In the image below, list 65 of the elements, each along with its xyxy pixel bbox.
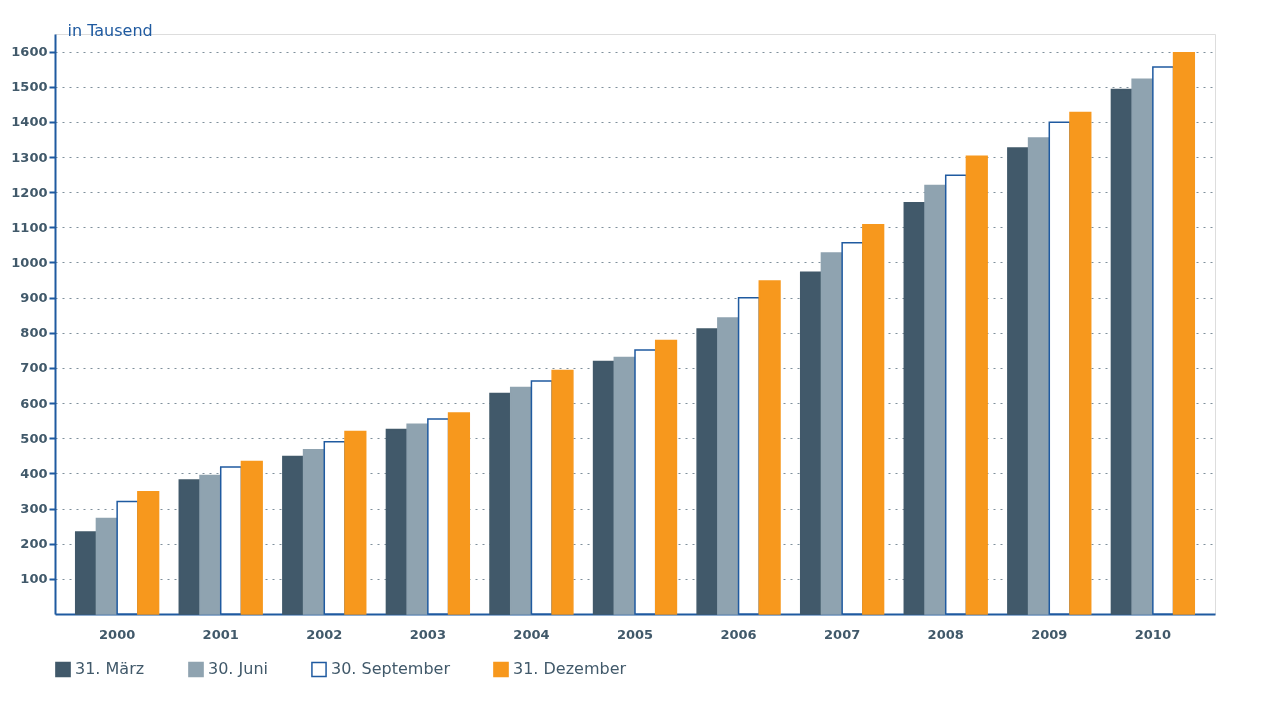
y-tick-label: 800	[20, 325, 48, 341]
bar	[965, 155, 988, 615]
bar	[406, 423, 429, 615]
x-tick-label: 2006	[720, 626, 757, 642]
bar	[592, 360, 616, 615]
bar	[1007, 147, 1030, 615]
y-tick-label: 1500	[11, 79, 48, 95]
bar	[820, 252, 843, 615]
legend-label: 30. September	[331, 659, 451, 679]
bar	[137, 490, 160, 615]
legend-label: 31. Dezember	[513, 659, 627, 679]
bar	[903, 201, 926, 615]
x-tick-label: 2002	[306, 626, 343, 642]
bar	[509, 386, 533, 615]
y-tick-label: 500	[20, 430, 48, 446]
bar	[95, 517, 118, 615]
x-tick-label: 2008	[927, 626, 964, 642]
bar	[199, 474, 222, 615]
bar	[1131, 78, 1154, 615]
bar	[551, 369, 574, 615]
bar	[696, 328, 719, 615]
x-tick-label: 2004	[513, 626, 550, 642]
bar	[799, 271, 823, 615]
bar	[654, 339, 678, 615]
bar	[489, 392, 512, 615]
y-tick-label: 200	[20, 536, 48, 552]
x-tick-label: 2005	[616, 626, 654, 642]
bar	[1172, 51, 1196, 615]
y-tick-label: 400	[20, 465, 48, 481]
bar	[758, 280, 781, 615]
x-tick-label: 2007	[824, 626, 861, 642]
bar	[74, 531, 98, 615]
bar	[344, 430, 367, 615]
bar	[924, 184, 947, 615]
bar	[178, 479, 201, 615]
y-tick-label: 600	[20, 395, 48, 411]
bar	[717, 317, 740, 615]
y-tick-label: 1600	[11, 44, 48, 60]
bar	[302, 449, 326, 615]
y-axis-title: in Tausend	[67, 20, 153, 40]
y-tick-label: 900	[20, 290, 48, 306]
y-tick-label: 1000	[11, 254, 48, 270]
bar	[1069, 111, 1092, 615]
y-tick-label: 300	[20, 501, 48, 517]
legend-label: 31. März	[75, 659, 145, 679]
y-tick-label: 1400	[11, 114, 48, 130]
y-tick-label: 100	[20, 571, 48, 587]
bar	[1027, 137, 1051, 615]
bar	[613, 356, 636, 615]
x-tick-label: 2003	[409, 626, 446, 642]
y-tick-label: 700	[20, 360, 48, 376]
x-tick-label: 2001	[202, 626, 239, 642]
bar	[447, 412, 471, 615]
y-tick-label: 1200	[11, 184, 48, 200]
bar	[385, 428, 408, 615]
bar	[282, 455, 305, 615]
bar	[1110, 88, 1133, 615]
bar	[862, 224, 885, 615]
x-tick-label: 2010	[1134, 626, 1171, 642]
x-tick-label: 2009	[1031, 626, 1068, 642]
bar	[240, 460, 263, 615]
y-tick-label: 1100	[11, 219, 48, 235]
legend-label: 30. Juni	[208, 659, 268, 679]
x-tick-label: 2000	[99, 626, 136, 642]
y-tick-label: 1300	[11, 149, 48, 165]
